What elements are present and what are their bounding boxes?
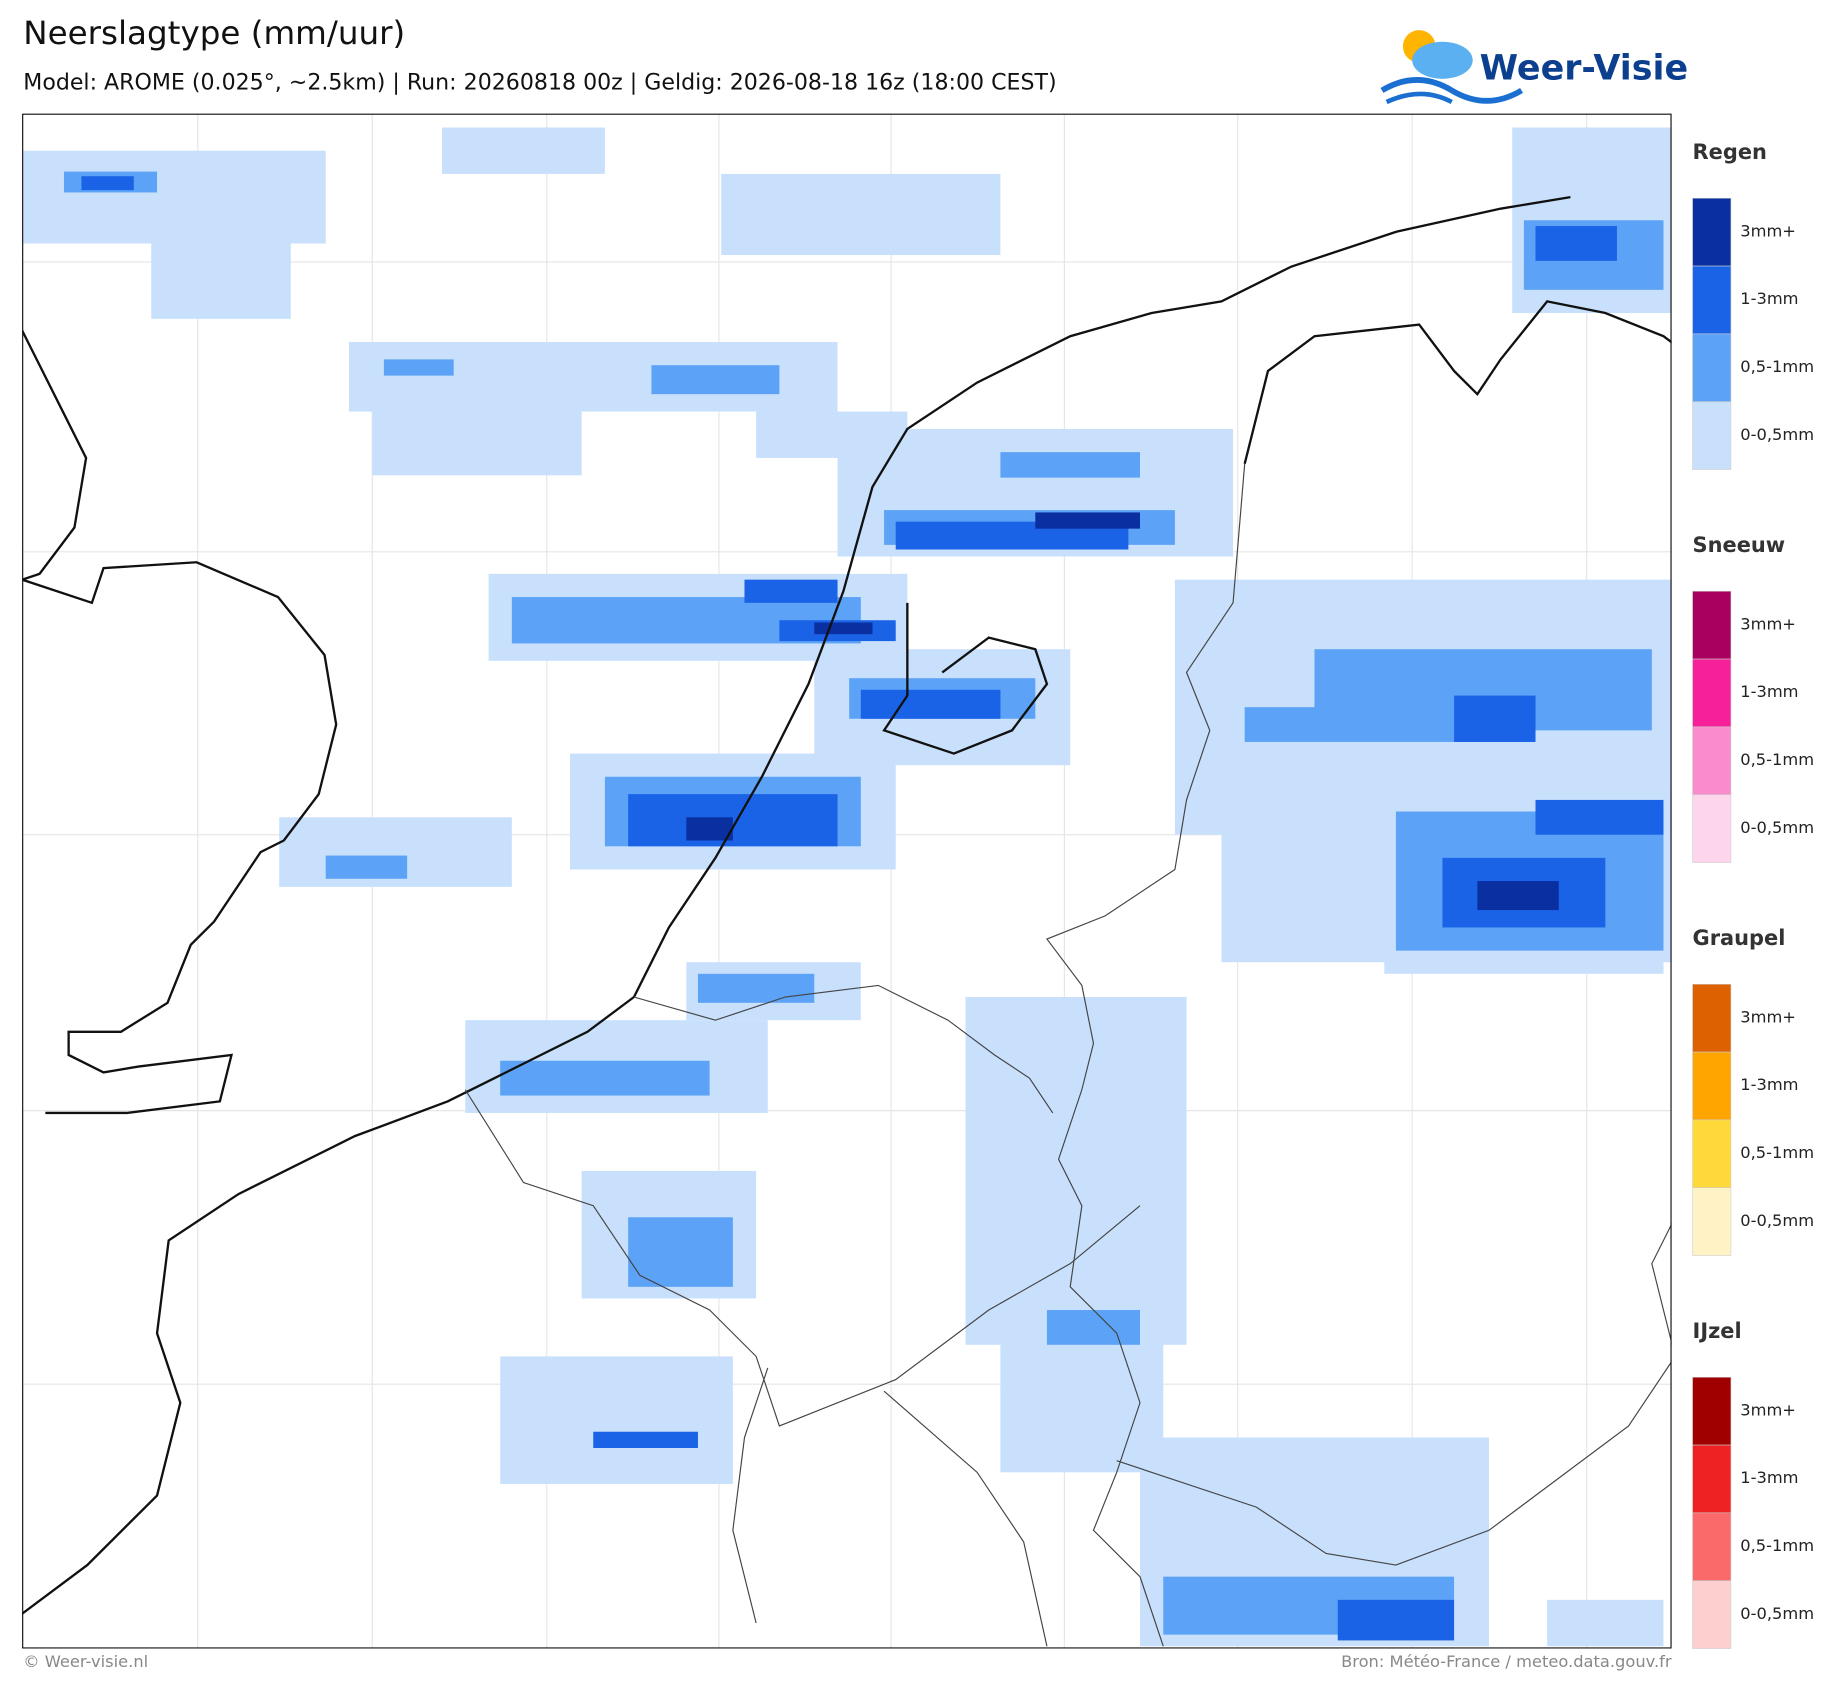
legend-swatch: [1692, 1580, 1732, 1649]
borders: [464, 463, 1672, 1647]
legend-title: Graupel: [1693, 926, 1786, 950]
subtitle: Model: AROME (0.025°, ~2.5km) | Run: 202…: [23, 70, 1056, 95]
precipitation: [23, 127, 1672, 1647]
legend-label: 0-0,5mm: [1740, 818, 1814, 837]
legend-label: 0,5-1mm: [1740, 357, 1814, 376]
legend-label: 0,5-1mm: [1740, 1536, 1814, 1555]
footer-right: Bron: Météo-France / meteo.data.gouv.fr: [1341, 1652, 1672, 1671]
legend-swatch: [1692, 1051, 1732, 1121]
legend-label: 3mm+: [1740, 1400, 1796, 1419]
legend-label: 0-0,5mm: [1740, 1211, 1814, 1230]
legend-swatch: [1692, 265, 1732, 335]
legend-swatch: [1692, 401, 1732, 470]
legend-label: 1-3mm: [1740, 682, 1798, 701]
legend-swatch: [1692, 333, 1732, 402]
legend-label: 0,5-1mm: [1740, 1143, 1814, 1162]
legend-swatch: [1692, 794, 1732, 863]
legend-label: 1-3mm: [1740, 1468, 1798, 1487]
legend-swatch: [1692, 726, 1732, 795]
footer-left: © Weer-visie.nl: [23, 1652, 148, 1671]
legend-label: 0-0,5mm: [1740, 1604, 1814, 1623]
legend-swatch: [1692, 197, 1732, 267]
legend: Regen 3mm+ 1-3mm 0,5-1mm 0-0,5mm Sneeuw 3mm+ 1-…: [1692, 140, 1814, 1649]
coastlines: [22, 195, 1672, 1616]
legend-swatch: [1692, 1512, 1732, 1582]
legend-label: 1-3mm: [1740, 289, 1798, 308]
legend-swatch: [1692, 1376, 1732, 1446]
legend-label: 3mm+: [1740, 221, 1796, 240]
logo-text: Weer-Visie: [1480, 49, 1688, 89]
title: Neerslagtype (mm/uur): [23, 14, 405, 52]
legend-swatch: [1692, 658, 1732, 728]
logo: Weer-Visie: [1380, 30, 1688, 105]
legend-title: Regen: [1693, 140, 1767, 164]
legend-label: 0,5-1mm: [1740, 750, 1814, 769]
legend-label: 3mm+: [1740, 1007, 1796, 1026]
legend-title: IJzel: [1693, 1319, 1742, 1343]
legend-swatch: [1692, 1187, 1732, 1256]
legend-title: Sneeuw: [1693, 533, 1786, 557]
legend-label: 1-3mm: [1740, 1075, 1798, 1094]
legend-swatch: [1692, 983, 1732, 1053]
legend-swatch: [1692, 590, 1732, 660]
legend-swatch: [1692, 1119, 1732, 1189]
map: [22, 113, 1672, 1649]
legend-label: 3mm+: [1740, 614, 1796, 633]
legend-swatch: [1692, 1444, 1732, 1514]
legend-label: 0-0,5mm: [1740, 425, 1814, 444]
